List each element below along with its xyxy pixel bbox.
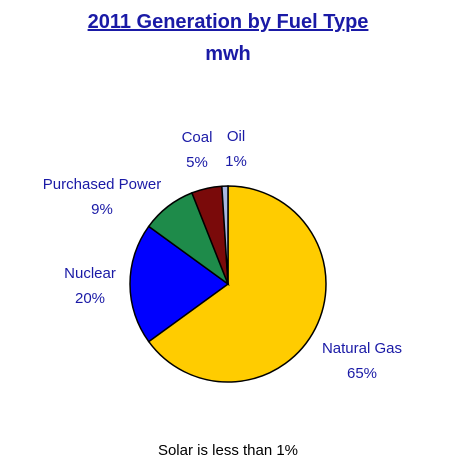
chart-subtitle: mwh <box>205 43 251 65</box>
slice-label-nuclear: Nuclear <box>64 265 116 282</box>
pie-slice-oil <box>221 185 229 285</box>
slice-label-oil: Oil <box>227 128 245 145</box>
slice-percent-natural-gas: 65% <box>347 365 377 382</box>
slice-label-coal: Coal <box>182 129 213 146</box>
pie-slice-natural-gas <box>147 185 327 383</box>
chart-title: 2011 Generation by Fuel Type <box>88 11 369 33</box>
slice-percent-coal: 5% <box>186 154 208 171</box>
slice-percent-oil: 1% <box>225 153 247 170</box>
pie-slices <box>129 185 327 383</box>
chart-footnote: Solar is less than 1% <box>158 442 298 459</box>
slice-label-natural-gas: Natural Gas <box>322 340 402 357</box>
slice-percent-purchased-power: 9% <box>91 201 113 218</box>
slice-label-purchased-power: Purchased Power <box>43 176 161 193</box>
pie-labels: Natural Gas 65% Nuclear 20% Purchased Power 9… <box>43 128 402 382</box>
slice-percent-nuclear: 20% <box>75 290 105 307</box>
pie-slice-nuclear <box>129 225 230 343</box>
